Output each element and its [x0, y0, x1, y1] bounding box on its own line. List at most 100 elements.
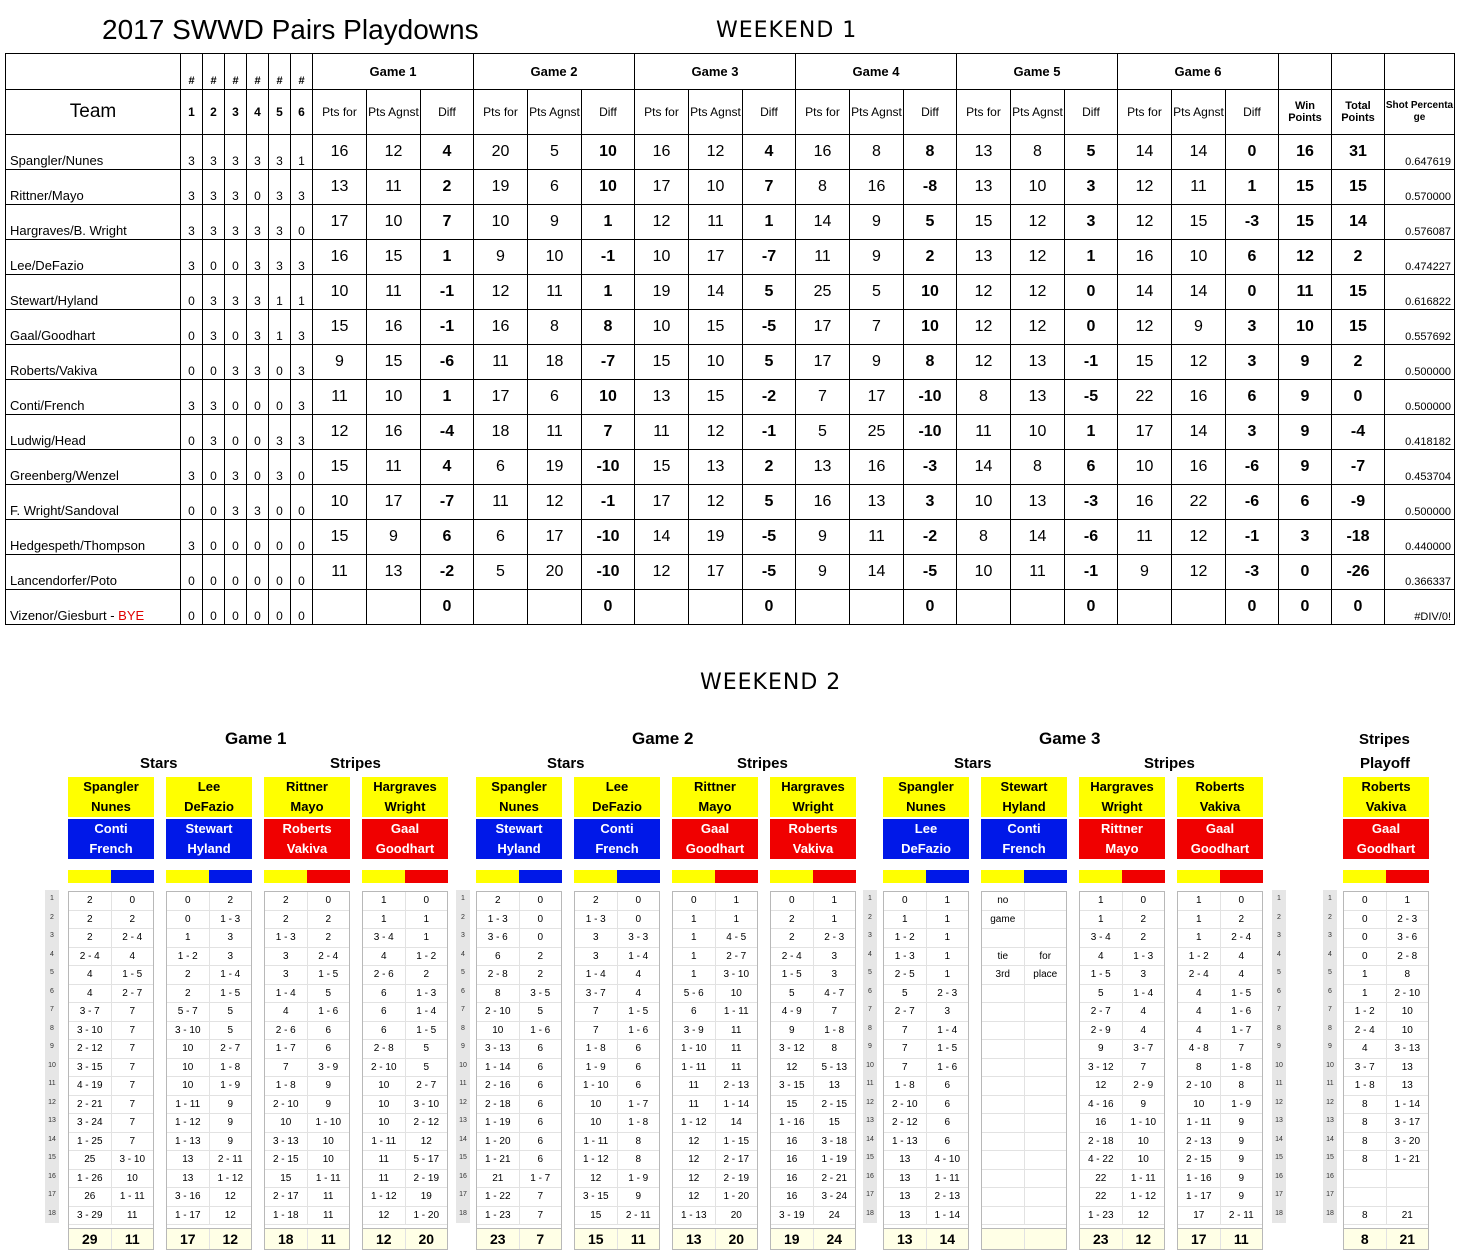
score-grid: no game tie for 3rd place [981, 891, 1067, 1250]
diff: -5 [742, 554, 796, 590]
team-name-cell: Lee/DeFazio [5, 239, 181, 275]
round-score: 0 [290, 449, 313, 485]
end-row: 4 - 8 7 [1178, 1040, 1262, 1059]
end-row: 1 - 13 9 [167, 1132, 251, 1151]
pts-for: 12 [473, 274, 528, 310]
opponent-end-score: 1 [812, 910, 856, 928]
yellow-player-1: Roberts [1361, 779, 1411, 794]
end-number: 10 [866, 1061, 874, 1069]
pts-for: 14 [634, 519, 689, 555]
end-number: 17 [866, 1191, 874, 1198]
opponent-end-score: 5 [208, 1003, 252, 1021]
end-row: 11 1 - 14 [673, 1095, 757, 1114]
diff: 2 [742, 449, 796, 485]
end-row: 12 2 - 17 [673, 1151, 757, 1170]
pts-against: 5 [849, 274, 904, 310]
opponent-end-score: 2 [404, 966, 448, 984]
color-strip [672, 870, 758, 883]
opponent-end-score [1023, 1188, 1067, 1206]
pts-for: 10 [312, 484, 367, 520]
opponent-end-score: 6 [925, 1095, 969, 1113]
opponent-end-score: 15 [812, 1114, 856, 1132]
end-row: 1 - 13 6 [884, 1132, 968, 1151]
final-score-row: 23 12 [1080, 1228, 1164, 1249]
opponent-end-score [1023, 1169, 1067, 1187]
pts-against: 8 [849, 134, 904, 170]
end-row: 12 2 - 19 [673, 1169, 757, 1188]
yellow-end-score: 2 - 10 [891, 1098, 918, 1110]
yellow-end-score: 2 - 15 [272, 1154, 299, 1165]
yellow-end-score: 1 - 19 [484, 1117, 511, 1128]
opponent-swatch [1024, 870, 1067, 883]
opponent-end-score: 2 - 11 [208, 1151, 252, 1169]
opponent-end-score: 1 [925, 929, 969, 947]
end-row: 5 - 6 10 [673, 984, 757, 1003]
yellow-final-score: 18 [277, 1231, 294, 1247]
end-row: 7 1 - 5 [575, 1003, 659, 1022]
end-row: 2 - 4 3 [771, 947, 855, 966]
yellow-end-score [982, 1207, 1024, 1225]
opponent-player-1: Stewart [495, 821, 543, 836]
round-score: 0 [202, 554, 225, 590]
end-row: 1 - 11 12 [363, 1132, 447, 1151]
color-strip [1079, 870, 1165, 883]
yellow-end-score: 4 [86, 969, 93, 980]
team-name-cell: Stewart/Hyland [5, 274, 181, 310]
end-row: 12 1 - 20 [363, 1206, 447, 1225]
yellow-end-score [982, 1096, 1024, 1114]
opponent-end-score: 1 - 4 [208, 966, 252, 984]
round-score: 3 [268, 204, 291, 240]
opponent-end-score: 12 [1121, 1206, 1165, 1224]
round-score: 3 [202, 414, 225, 450]
total-points: -26 [1331, 554, 1385, 590]
pts-for: 9 [795, 554, 850, 590]
end-row: 2 - 12 6 [884, 1114, 968, 1133]
sub-header: Diff [420, 89, 474, 135]
diff: 3 [1225, 309, 1279, 345]
pts-against: 9 [849, 204, 904, 240]
diff: -1 [420, 274, 474, 310]
end-number: 15 [1275, 1154, 1283, 1161]
round-score: 3 [290, 309, 313, 345]
shot-percentage: 0.418182 [1384, 414, 1455, 450]
diff: 0 [1225, 274, 1279, 310]
opponent-final-score: 24 [812, 1229, 856, 1249]
sub-header: Diff [903, 89, 957, 135]
end-row: 2 - 16 6 [477, 1077, 561, 1096]
pts-for: 19 [473, 169, 528, 205]
opponent-end-score: 1 [812, 892, 856, 910]
yellow-swatch [672, 870, 715, 883]
opponent-end-score: 1 [925, 910, 969, 928]
pts-against: 15 [688, 309, 743, 345]
pts-against: 10 [688, 344, 743, 380]
opponent-end-score: 11 [110, 1206, 154, 1224]
opponent-swatch [1386, 870, 1429, 883]
pts-against: 15 [688, 379, 743, 415]
diff: -6 [1225, 484, 1279, 520]
end-row: 2 - 10 8 [1178, 1077, 1262, 1096]
pts-for: 17 [795, 309, 850, 345]
win-points-header: Win Points [1278, 89, 1332, 135]
opponent-end-score: 2 - 11 [616, 1206, 660, 1224]
shot-percentage: 0.366337 [1384, 554, 1455, 590]
yellow-end-score: 21 [492, 1172, 504, 1184]
yellow-end-score: 3 - 4 [1090, 932, 1111, 943]
opponent-player-2: Goodhart [1356, 841, 1416, 856]
opponent-end-score: 9 [1121, 1095, 1165, 1113]
yellow-end-score: 12 [590, 1172, 602, 1184]
end-row: 1 - 11 9 [167, 1095, 251, 1114]
opponent-player-2: French [89, 841, 133, 856]
opponent-end-score: 9 [306, 1095, 350, 1113]
end-row: 10 2 - 7 [363, 1077, 447, 1096]
end-number: 4 [50, 950, 54, 958]
end-number: 14 [866, 1135, 874, 1143]
yellow-end-score: 1 - 9 [585, 1061, 606, 1073]
end-row [982, 1206, 1066, 1225]
opponent-end-score: 20 [714, 1206, 758, 1224]
opponent-player-2: DeFazio [901, 841, 951, 856]
end-number: 12 [1275, 1098, 1283, 1106]
yellow-end-score [982, 1003, 1024, 1021]
